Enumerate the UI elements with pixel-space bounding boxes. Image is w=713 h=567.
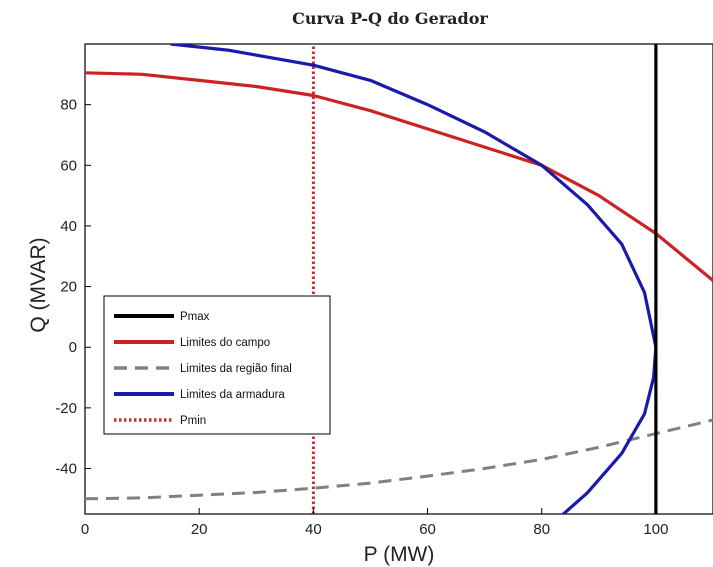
y-tick-label: -20 [55,400,77,417]
x-tick-label: 60 [419,521,436,538]
x-tick-label: 100 [643,521,668,538]
series-limites-do-campo-line [85,71,713,282]
series-layer [85,44,713,514]
legend: Pmax Limites do campo Limites da região fi… [103,295,331,435]
x-tick-label: 80 [533,521,550,538]
legend-box [103,295,331,435]
legend-label-limites-da-armadura: Limites da armadura [180,389,285,401]
legend-label-pmin: Pmin [180,415,206,427]
y-tick-label: 60 [60,157,77,174]
legend-label-limites-do-campo: Limites do campo [180,337,270,349]
x-tick-label: 40 [305,521,322,538]
y-axis-label: Q (MVAR) [27,237,50,332]
legend-label-pmax: Pmax [180,311,210,323]
plot-area [84,43,713,515]
chart-title: Curva P-Q do Gerador [292,9,488,28]
legend-label-limites-da-regiao-final: Limites da região final [180,363,292,375]
y-tick-label: -40 [55,461,77,478]
y-tick-label: 0 [69,339,77,356]
x-tick-label: 20 [191,521,208,538]
tick-layer: 0 20 40 60 80 100 -40 -20 0 20 40 60 80 [55,97,668,538]
x-tick-label: 0 [81,521,89,538]
series-limites-da-armadura-line [170,44,658,514]
y-tick-label: 40 [60,218,77,235]
y-tick-label: 20 [60,279,77,296]
x-axis-label: P (MW) [364,543,435,566]
y-tick-label: 80 [60,97,77,114]
series-limites-da-regiao-final-line [85,418,713,501]
